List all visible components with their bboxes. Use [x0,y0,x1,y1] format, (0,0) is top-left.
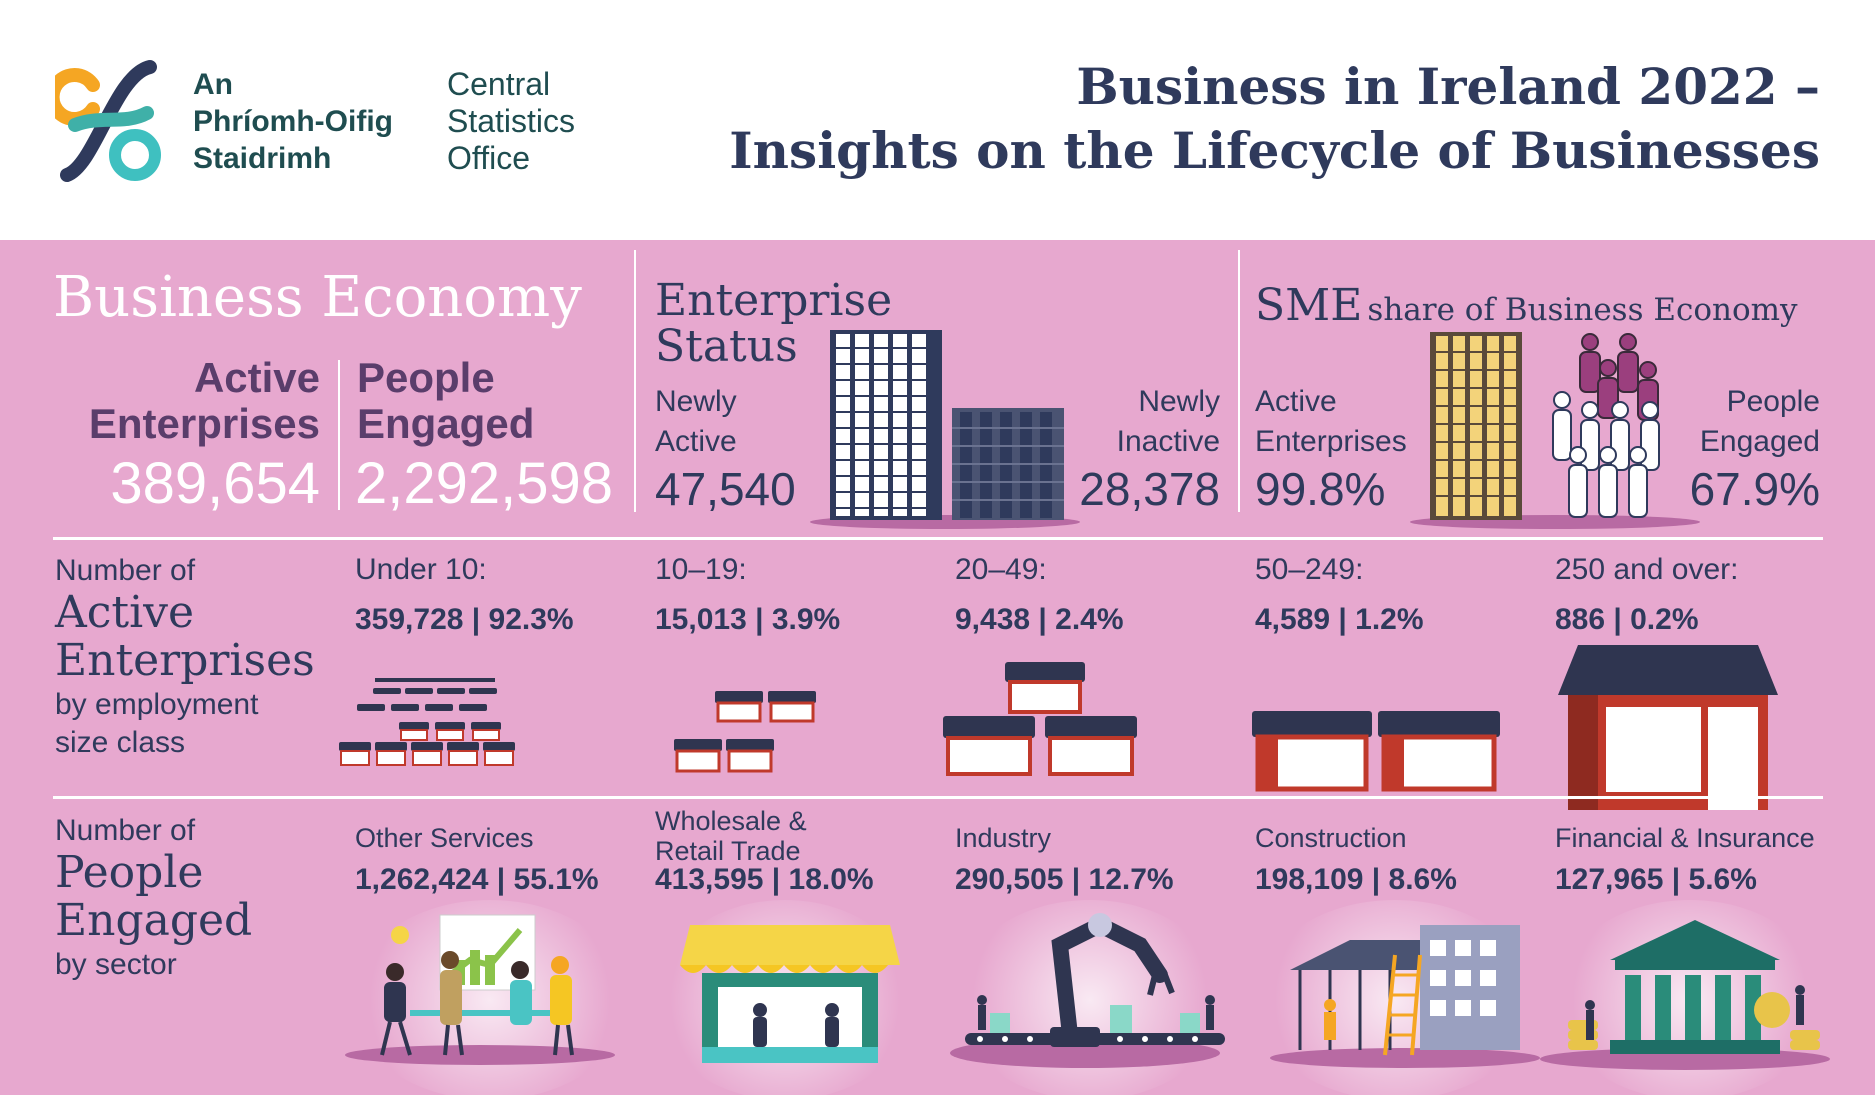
shadow [1270,1048,1540,1068]
business-economy-heading: Business Economy [53,265,582,330]
shadow [345,1045,615,1065]
people-engaged-label: People Engaged [357,354,535,447]
sector-financial-insurance-label: Financial & Insurance [1555,823,1815,853]
people-engaged-value: 2,292,598 [355,451,614,516]
size-50-249-value: 4,589 | 1.2% [1255,603,1424,636]
size-50-249-label: 50–249: [1255,553,1364,586]
sector-other-services-label: Other Services [355,823,534,853]
header: An Phríomh-Oifig Staidrimh Central Stati… [0,0,1875,240]
size-20-49-value: 9,438 | 2.4% [955,603,1124,636]
sector-construction-value: 198,109 | 8.6% [1255,863,1457,896]
market-stall-icon [680,925,900,1063]
enterprise-status-heading: Enterprise Status [655,275,893,372]
size-class-title: Number of Active Enterprises by employme… [55,554,315,759]
office-meeting-icon [380,914,574,1056]
people-group-icon [1552,333,1660,518]
construction-icon [1290,925,1520,1056]
bank-icon [1568,920,1820,1054]
tower-building-icon [830,330,942,520]
sector-financial-insurance-value: 127,965 | 5.6% [1555,863,1757,896]
page-title: Business in Ireland 2022 – Insights on t… [729,57,1820,180]
newly-active-value: 47,540 [655,463,796,515]
newly-active-label: Newly Active [655,385,737,458]
sector-construction-label: Construction [1255,823,1407,853]
shop-icon [339,678,515,766]
size-under-10-value: 359,728 | 92.3% [355,603,574,636]
shop-icon [674,691,816,773]
sector-title: Number of People Engaged by sector [55,814,253,981]
divider [338,360,340,510]
short-building-icon [952,408,1064,520]
logo-irish-name: An Phríomh-Oifig Staidrimh [193,68,393,175]
infographic-panel: Business Economy Active Enterprises 389,… [0,240,1875,1095]
robot-arm-icon [965,913,1225,1047]
yellow-building-icon [1430,332,1522,520]
size-10-19-value: 15,013 | 3.9% [655,603,841,636]
sector-industry-label: Industry [955,823,1052,853]
sector-industry-value: 290,505 | 12.7% [955,863,1174,896]
active-enterprises-value: 389,654 [110,451,320,516]
sector-wholesale-retail-label: Wholesale & Retail Trade [655,806,807,866]
divider [634,250,636,512]
newly-inactive-value: 28,378 [1079,463,1220,515]
divider [1238,250,1240,512]
size-20-49-label: 20–49: [955,553,1047,586]
size-under-10-label: Under 10: [355,553,487,586]
sme-active-label: Active Enterprises [1255,385,1407,458]
sme-active-value: 99.8% [1255,463,1386,515]
row-divider [53,537,1823,540]
size-10-19-label: 10–19: [655,553,747,586]
newly-inactive-label: Newly Inactive [1116,385,1220,458]
sme-share-heading: SME share of Business Economy [1255,280,1798,331]
cso-logo-icon [55,60,161,182]
sme-people-label: People Engaged [1699,385,1820,458]
row-divider [53,796,1823,799]
active-enterprises-label: Active Enterprises [88,354,320,447]
size-250-over-label: 250 and over: [1555,553,1739,586]
sector-other-services-value: 1,262,424 | 55.1% [355,863,599,896]
shop-icon [1252,711,1500,792]
sector-wholesale-retail-value: 413,595 | 18.0% [655,863,874,896]
shop-icon [1558,645,1778,810]
sme-people-value: 67.9% [1689,463,1820,515]
logo-english-name: Central Statistics Office [447,66,576,176]
shop-icon [943,662,1137,776]
size-250-over-value: 886 | 0.2% [1555,603,1699,636]
